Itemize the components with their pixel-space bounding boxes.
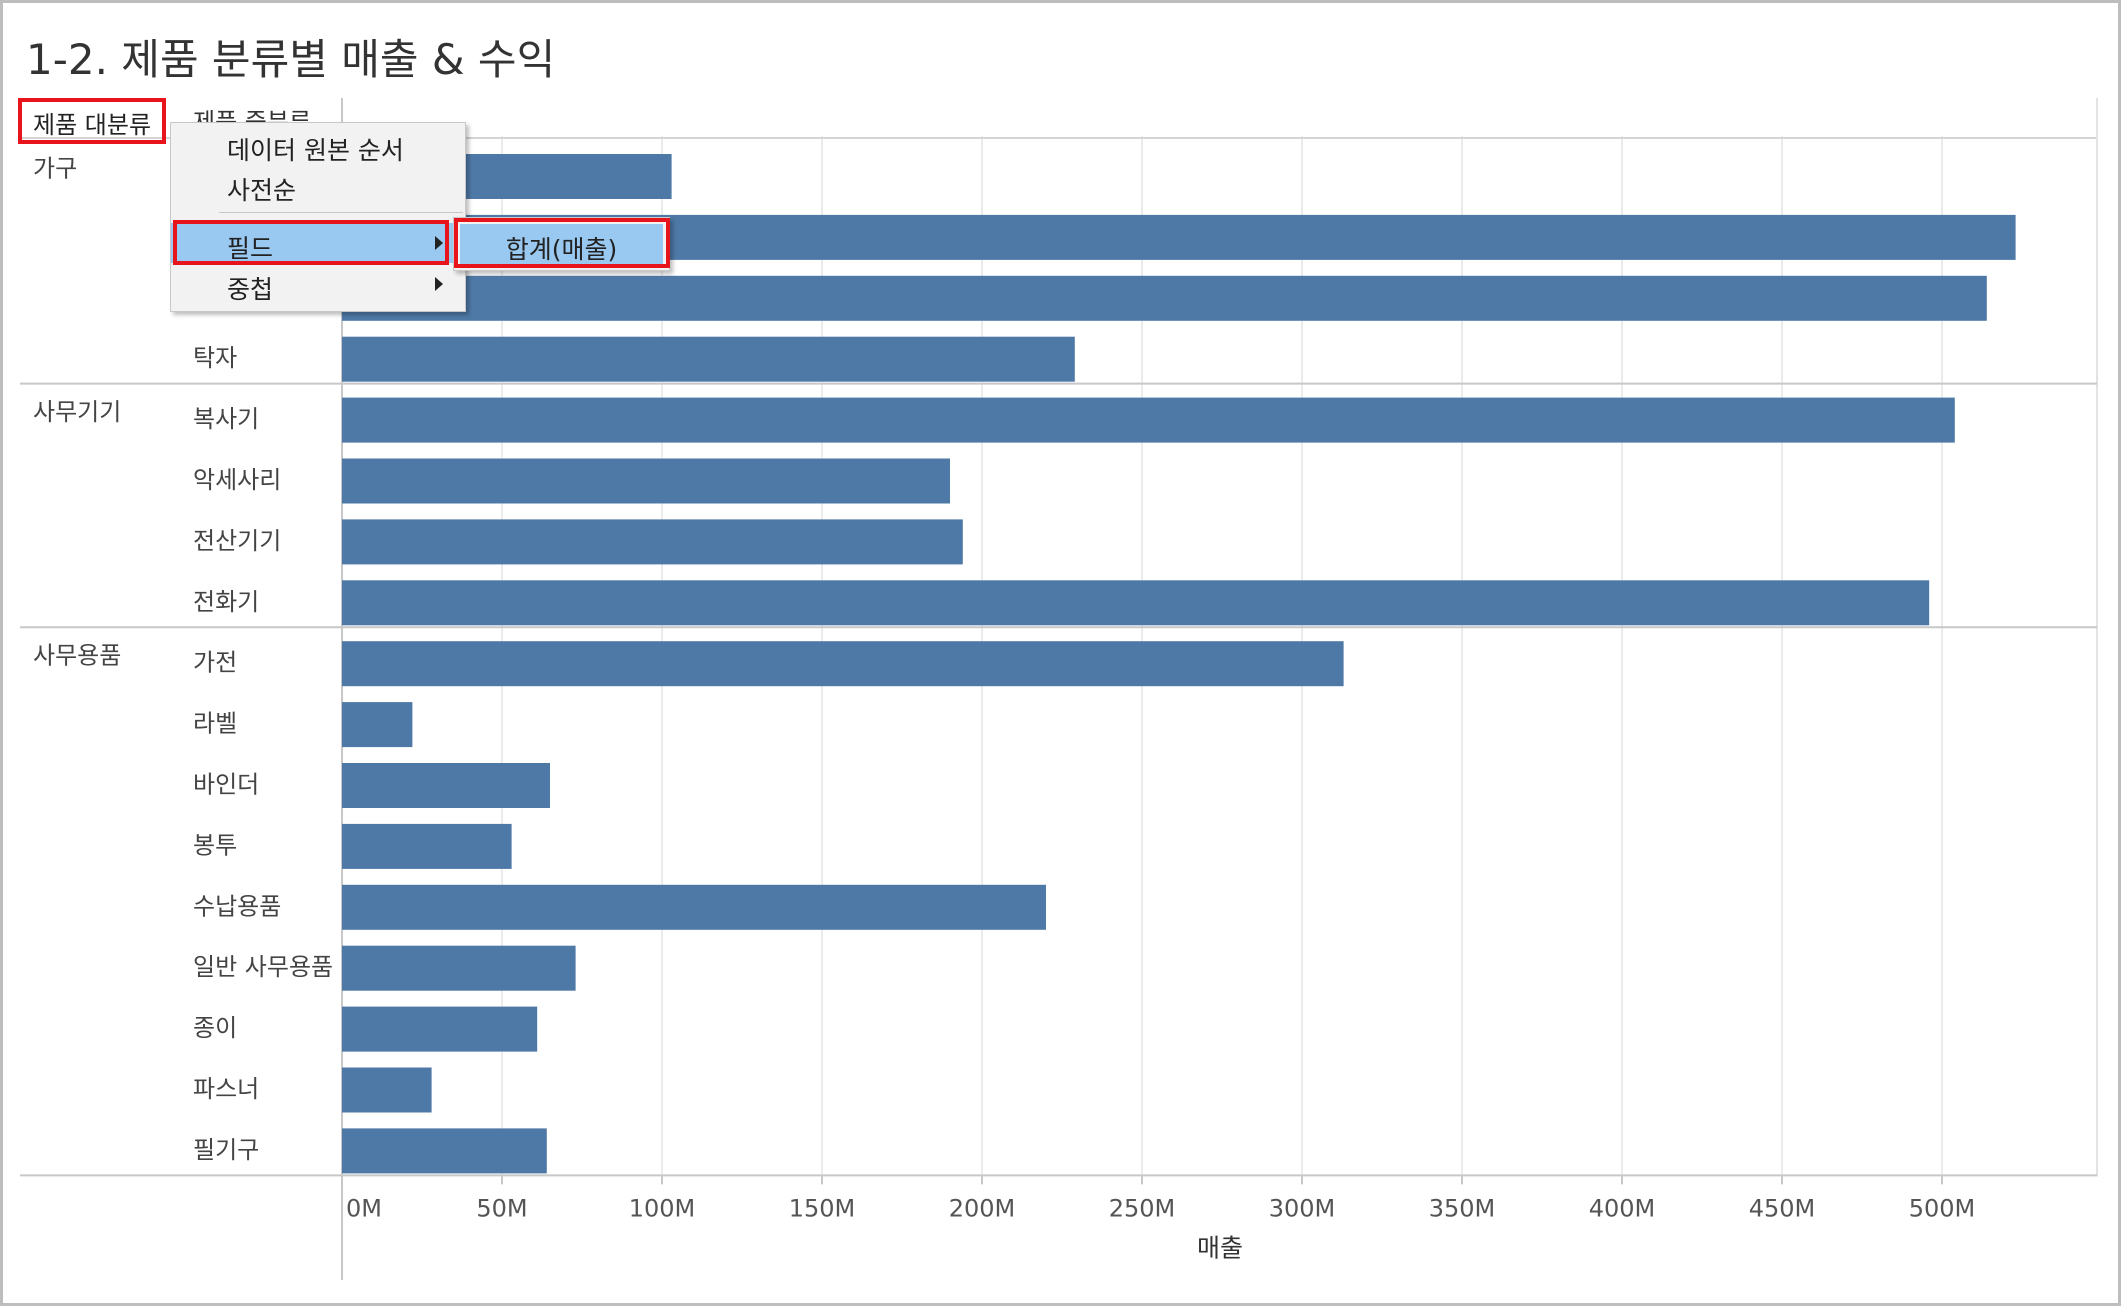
field-submenu: 합계(매출)	[453, 217, 670, 271]
subcategory-label: 일반 사무용품	[193, 953, 333, 981]
submenu-arrow-icon	[435, 236, 443, 250]
bar[interactable]	[342, 1006, 538, 1052]
menu-item-data-source-order[interactable]: 데이터 원본 순서	[171, 125, 465, 165]
x-axis-title: 매출	[1197, 1233, 1243, 1262]
axis-tick-label: 300M	[1269, 1194, 1336, 1222]
axis-tick-label: 50M	[476, 1194, 527, 1222]
submenu-item-label: 합계(매출)	[505, 235, 618, 264]
axis-tick-label: 450M	[1749, 1194, 1816, 1222]
bar[interactable]	[342, 945, 576, 991]
submenu-item-sum-sales[interactable]: 합계(매출)	[460, 224, 663, 264]
bar[interactable]	[342, 275, 1987, 321]
category-label: 가구	[33, 155, 77, 183]
menu-item-alphabetic[interactable]: 사전순	[171, 165, 465, 205]
axis-tick-label: 500M	[1909, 1194, 1976, 1222]
subcategory-label: 수납용품	[193, 892, 281, 920]
menu-item-label: 사전순	[227, 176, 297, 205]
subcategory-label: 라벨	[193, 710, 237, 738]
bar[interactable]	[342, 884, 1046, 930]
submenu-arrow-icon	[435, 277, 443, 291]
bar[interactable]	[342, 1128, 547, 1174]
menu-separator	[219, 212, 463, 213]
subcategory-label: 종이	[193, 1014, 237, 1042]
category-header[interactable]: 제품 대분류	[33, 111, 151, 139]
menu-item-label: 데이터 원본 순서	[227, 136, 404, 165]
axis-tick-label: 200M	[949, 1194, 1016, 1222]
subcategory-label: 전산기기	[193, 527, 281, 555]
subcategory-label: 바인더	[193, 771, 259, 799]
subcategory-label: 전화기	[193, 588, 259, 616]
subcategory-label: 필기구	[193, 1136, 259, 1164]
menu-item-nested[interactable]: 중첩	[171, 264, 465, 304]
bar[interactable]	[342, 702, 413, 748]
subcategory-label: 탁자	[193, 344, 237, 372]
sort-context-menu: 데이터 원본 순서 사전순 필드 중첩	[170, 122, 466, 312]
bar[interactable]	[342, 397, 1955, 443]
category-label: 사무기기	[33, 398, 121, 426]
subcategory-label: 악세사리	[193, 466, 281, 494]
bar[interactable]	[342, 336, 1075, 382]
bar[interactable]	[342, 519, 963, 565]
axis-tick-label: 100M	[629, 1194, 696, 1222]
axis-tick-label: 350M	[1429, 1194, 1496, 1222]
axis-tick-label: 0M	[346, 1194, 382, 1222]
bar[interactable]	[342, 641, 1344, 687]
axis-tick-label: 400M	[1589, 1194, 1656, 1222]
bar[interactable]	[342, 763, 550, 808]
bar[interactable]	[342, 458, 950, 504]
subcategory-label: 봉투	[193, 831, 237, 859]
subcategory-label: 복사기	[193, 405, 259, 433]
menu-item-label: 중첩	[227, 275, 274, 304]
menu-item-label: 필드	[227, 234, 274, 263]
menu-item-field[interactable]: 필드	[171, 223, 465, 263]
worksheet-title: 1-2. 제품 분류별 매출 & 수익	[26, 35, 556, 84]
category-label: 사무용품	[33, 642, 121, 670]
subcategory-label: 파스너	[193, 1075, 259, 1103]
bar[interactable]	[342, 580, 1930, 626]
axis-tick-label: 150M	[789, 1194, 856, 1222]
bar[interactable]	[342, 1067, 432, 1113]
axis-tick-label: 250M	[1109, 1194, 1176, 1222]
subcategory-label: 가전	[193, 649, 237, 677]
bar[interactable]	[342, 823, 512, 869]
